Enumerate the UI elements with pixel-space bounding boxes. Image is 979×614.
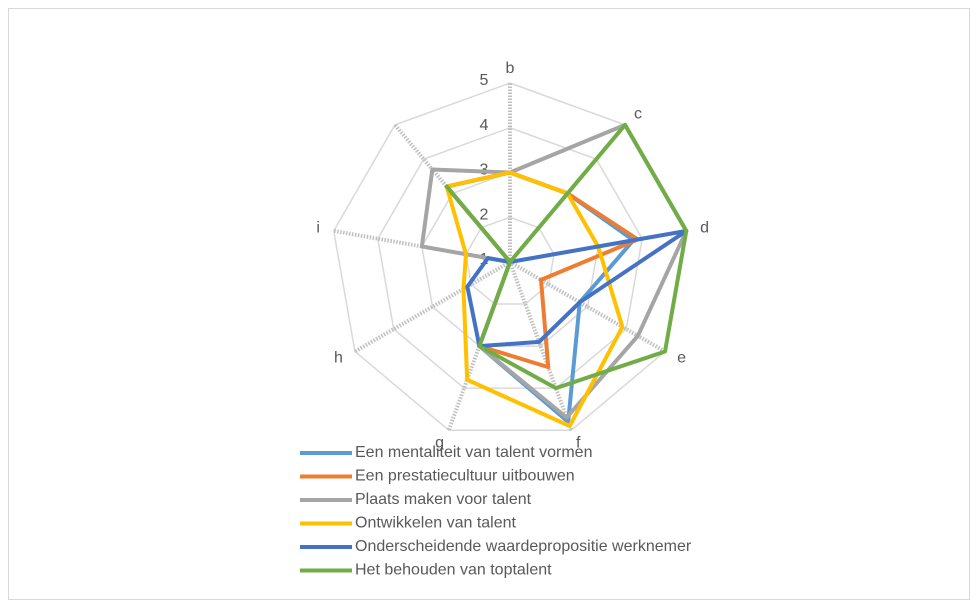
category-label: i (316, 220, 320, 237)
r-tick-label: 2 (480, 206, 489, 223)
chart-border (8, 8, 970, 600)
legend-label: Ontwikkelen van talent (355, 515, 517, 532)
series-line (444, 170, 625, 428)
legend-label: Onderscheidende waardepropositie werknem… (355, 538, 692, 555)
r-tick-label: 4 (480, 117, 489, 134)
category-label: g (435, 435, 444, 452)
series-line (444, 122, 689, 391)
legend-label: Plaats maken voor talent (355, 491, 532, 508)
category-label: c (634, 105, 642, 122)
r-tick-label: 5 (480, 72, 489, 89)
legend-label: Een prestatiecultuur uitbouwen (355, 468, 575, 485)
category-label: e (677, 350, 686, 367)
category-label: d (700, 220, 709, 237)
legend-label: Een mentaliteit van talent vormen (355, 444, 592, 461)
category-label: f (576, 435, 581, 452)
legend-label: Het behouden van toptalent (355, 562, 552, 579)
grid-ring (377, 126, 643, 389)
r-tick-label: 1 (480, 251, 489, 268)
grid-ring (465, 216, 555, 305)
category-label: h (334, 350, 343, 367)
category-label: b (506, 60, 515, 77)
series-line (465, 228, 689, 349)
